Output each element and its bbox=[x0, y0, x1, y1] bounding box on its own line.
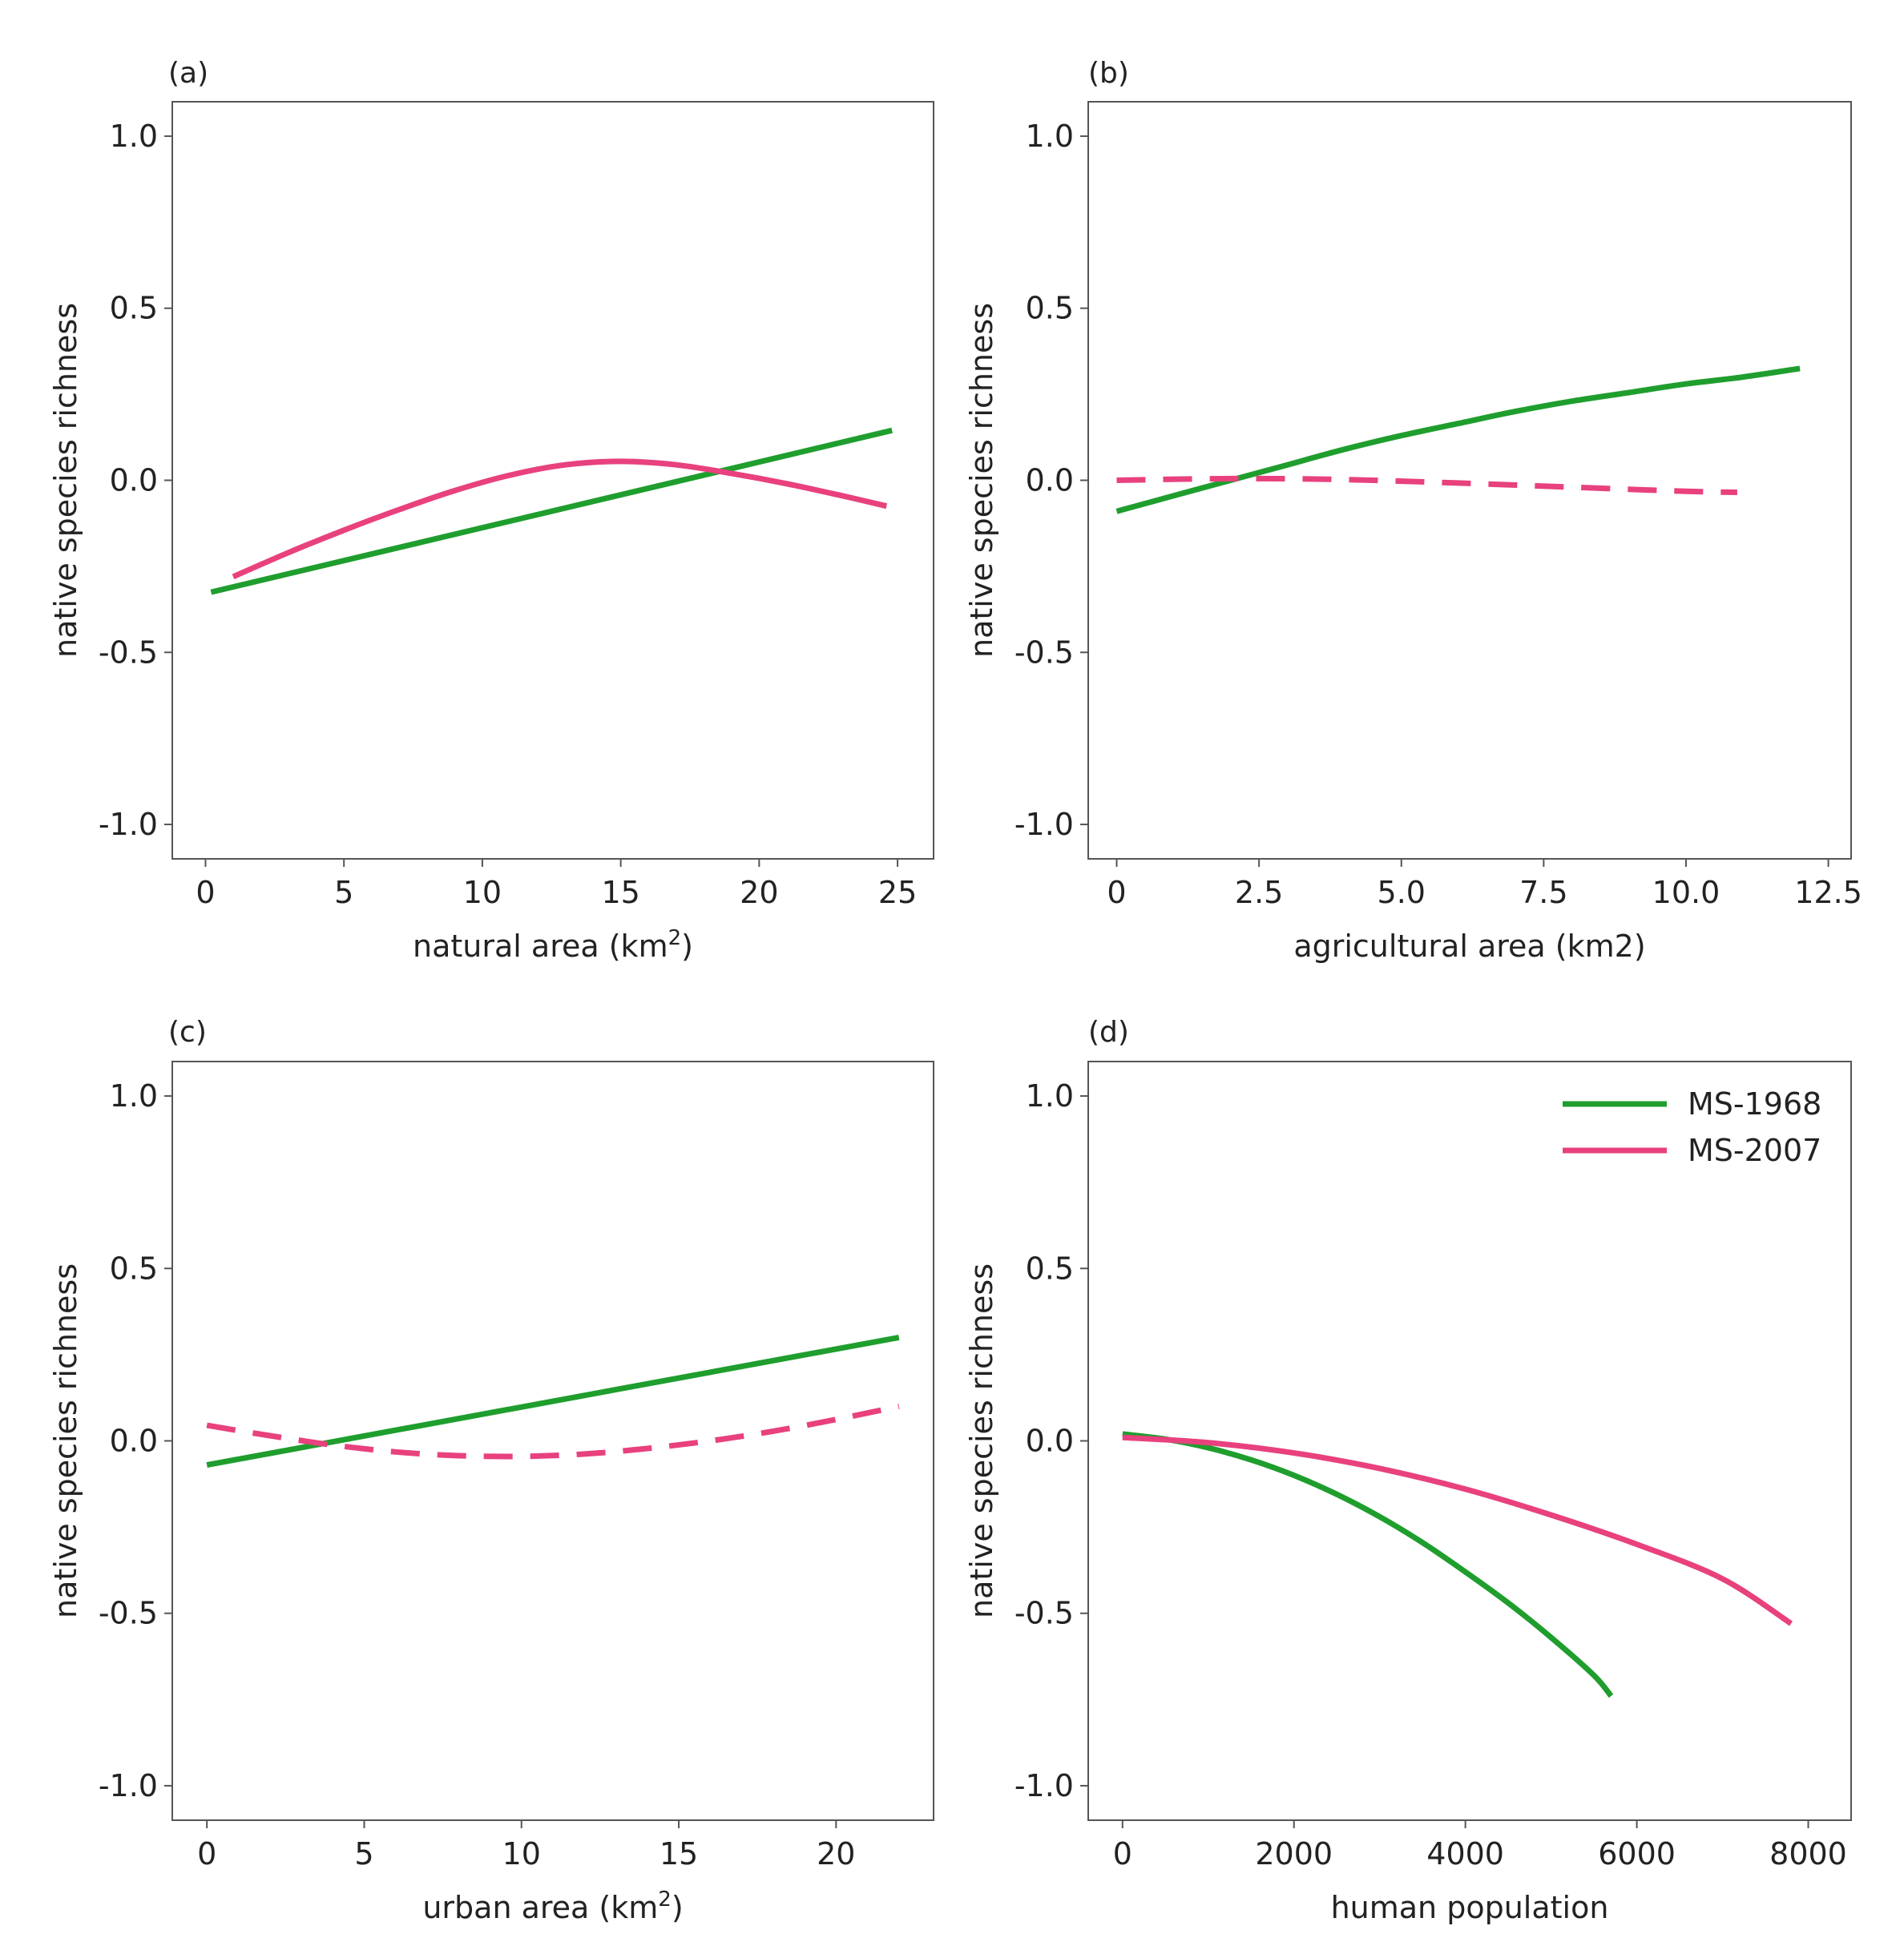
x-tick-label: 20 bbox=[740, 875, 778, 910]
x-tick-label: 5.0 bbox=[1378, 875, 1426, 910]
x-tick-label: 4000 bbox=[1426, 1836, 1504, 1871]
panel-label: (d) bbox=[1088, 1016, 1129, 1049]
y-tick-label: -1.0 bbox=[1015, 807, 1074, 842]
panel-label: (c) bbox=[168, 1016, 207, 1049]
panel-label: (a) bbox=[168, 57, 208, 90]
x-tick-label: 6000 bbox=[1598, 1836, 1676, 1871]
y-tick-label: 0.5 bbox=[110, 291, 158, 326]
plot-frame bbox=[1087, 101, 1852, 860]
x-tick-label: 5 bbox=[354, 1836, 373, 1871]
legend-label: MS-1968 bbox=[1688, 1086, 1821, 1122]
x-tick-label: 10.0 bbox=[1652, 875, 1720, 910]
y-tick-label: 1.0 bbox=[1026, 119, 1074, 154]
series-line-ms-2007 bbox=[232, 458, 888, 580]
y-tick-label: 0.5 bbox=[1026, 291, 1074, 326]
x-tick-label: 20 bbox=[817, 1836, 855, 1871]
x-tick-label: 12.5 bbox=[1794, 875, 1862, 910]
x-tick-label: 7.5 bbox=[1519, 875, 1567, 910]
x-tick-label: 5 bbox=[334, 875, 353, 910]
y-tick-label: 0.0 bbox=[1026, 463, 1074, 498]
x-tick-label: 0 bbox=[197, 1836, 216, 1871]
x-axis-label: urban area (km2) bbox=[422, 1888, 683, 1925]
y-axis-label: native species richness bbox=[48, 303, 83, 658]
series-line-ms-1968 bbox=[206, 1334, 900, 1469]
plot-frame bbox=[171, 101, 934, 860]
x-tick-label: 2000 bbox=[1255, 1836, 1333, 1871]
y-tick-label: 0.5 bbox=[110, 1251, 158, 1286]
x-axis-label: human population bbox=[1331, 1890, 1609, 1925]
series-line-ms-2007 bbox=[1116, 475, 1737, 495]
x-tick-label: 10 bbox=[463, 875, 502, 910]
x-tick-label: 0 bbox=[1113, 1836, 1132, 1871]
y-tick-label: -0.5 bbox=[99, 635, 158, 670]
series-line-ms-2007 bbox=[1122, 1434, 1793, 1626]
y-tick-label: 1.0 bbox=[1026, 1078, 1074, 1114]
y-tick-label: -1.0 bbox=[99, 807, 158, 842]
y-tick-label: -0.5 bbox=[1015, 1596, 1074, 1631]
x-axis-label: agricultural area (km2) bbox=[1293, 929, 1645, 964]
x-tick-label: 0 bbox=[196, 875, 215, 910]
x-tick-label: 2.5 bbox=[1235, 875, 1283, 910]
y-tick-label: -0.5 bbox=[99, 1596, 158, 1631]
x-tick-label: 8000 bbox=[1769, 1836, 1847, 1871]
y-tick-label: -1.0 bbox=[99, 1768, 158, 1803]
y-tick-label: -1.0 bbox=[1015, 1768, 1074, 1803]
y-axis-label: native species richness bbox=[48, 1263, 83, 1618]
series-line-ms-1968 bbox=[1122, 1431, 1614, 1698]
plot-frame bbox=[171, 1061, 934, 1821]
chart-panel-a: (a) 1.0 0.5 0.0 -0.5 -1.0 0 5 10 15 20 25 native spe… bbox=[48, 57, 934, 964]
y-tick-label: -0.5 bbox=[1015, 635, 1074, 670]
legend-label: MS-2007 bbox=[1688, 1133, 1821, 1168]
x-tick-label: 10 bbox=[502, 1836, 541, 1871]
y-axis-label: native species richness bbox=[964, 303, 999, 658]
x-tick-label: 0 bbox=[1107, 875, 1126, 910]
panel-label: (b) bbox=[1088, 57, 1129, 90]
legend: MS-1968 MS-2007 bbox=[1563, 1086, 1821, 1168]
y-axis-label: native species richness bbox=[964, 1263, 999, 1618]
chart-panel-c: (c) 1.0 0.5 0.0 -0.5 -1.0 0 5 10 15 20 native speci… bbox=[48, 1016, 934, 1925]
series-line-ms-2007 bbox=[206, 1404, 900, 1460]
y-tick-label: 0.0 bbox=[110, 463, 158, 498]
y-tick-label: 0.5 bbox=[1026, 1251, 1074, 1286]
x-tick-label: 15 bbox=[601, 875, 639, 910]
x-tick-label: 15 bbox=[660, 1836, 698, 1871]
x-tick-label: 25 bbox=[878, 875, 917, 910]
y-tick-label: 1.0 bbox=[110, 1078, 158, 1114]
y-tick-label: 0.0 bbox=[110, 1424, 158, 1459]
chart-panel-d: (d) 1.0 0.5 0.0 -0.5 -1.0 0 2000 4000 6000 8000 nat… bbox=[964, 1016, 1852, 1925]
y-tick-label: 0.0 bbox=[1026, 1424, 1074, 1459]
y-tick-label: 1.0 bbox=[110, 119, 158, 154]
x-axis-label: natural area (km2) bbox=[413, 926, 693, 964]
series-line-ms-1968 bbox=[210, 427, 894, 595]
chart-panel-b: (b) 1.0 0.5 0.0 -0.5 -1.0 0 2.5 5.0 7.5 10.0 12.5 na… bbox=[964, 57, 1862, 964]
